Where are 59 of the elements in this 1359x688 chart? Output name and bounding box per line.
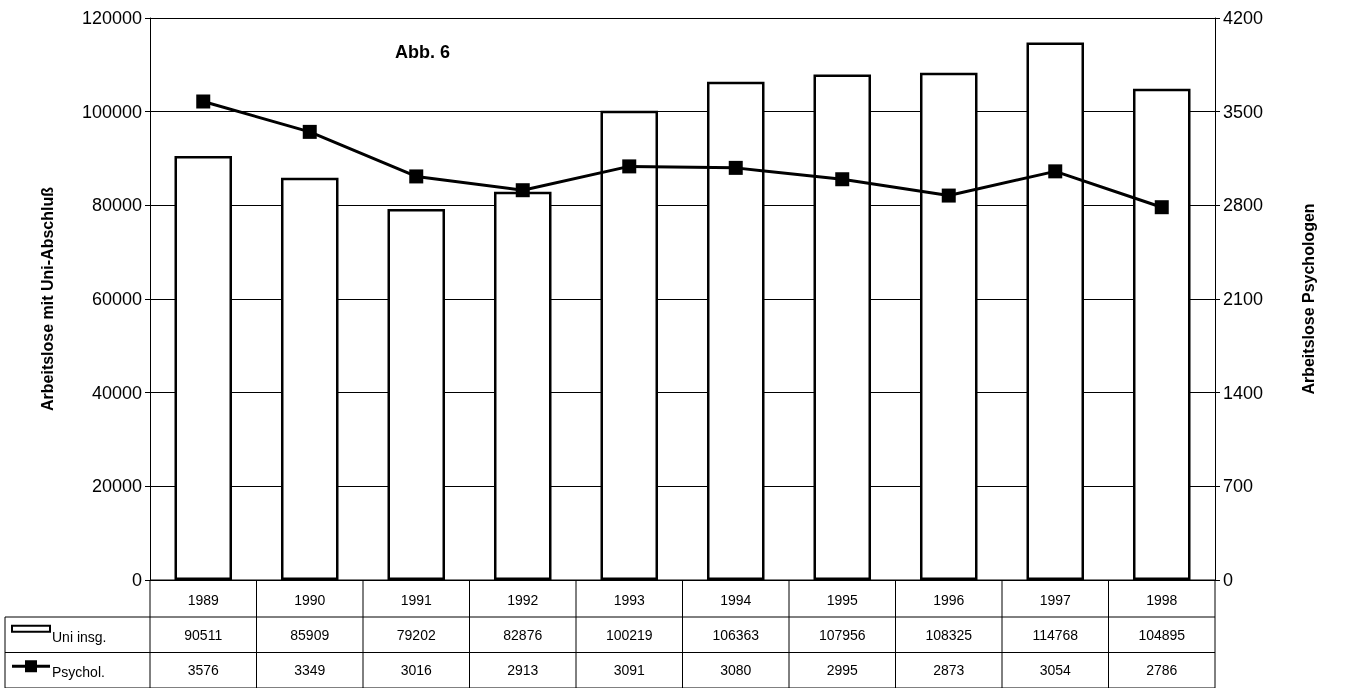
point (941, 188, 956, 203)
point (409, 169, 424, 184)
x-tick-label: 1989 (187, 592, 220, 608)
data-label: 3080 (720, 662, 752, 679)
data-label: 3054 (1039, 662, 1072, 679)
y-tick-label: 80000 (91, 195, 142, 216)
data-label: 85909 (290, 626, 330, 643)
data-label: 2786 (1146, 662, 1178, 679)
y2-tick-label: 700 (1223, 476, 1254, 497)
legend-label: Psychol. (52, 664, 105, 681)
x-tick-label: 1991 (400, 592, 433, 608)
x-tick-label: 1996 (933, 592, 965, 608)
data-label: 3091 (613, 662, 646, 679)
y2-tick-label: 1400 (1223, 382, 1264, 403)
data-label: 3349 (294, 662, 326, 679)
data-label: 90511 (184, 626, 223, 643)
text: Abb. 6 (395, 42, 451, 62)
point (1154, 200, 1169, 215)
y-tick-label: 0 (131, 570, 142, 590)
data-label: 2873 (933, 662, 965, 679)
x-tick-label: 1995 (826, 592, 859, 608)
point (515, 183, 530, 198)
y-tick-label: 100000 (81, 101, 142, 122)
y2-tick-label: 3500 (1223, 101, 1264, 122)
data-label: 107956 (818, 626, 866, 643)
point (728, 160, 743, 175)
data-label: 108325 (925, 626, 973, 643)
x-tick-label: 1990 (294, 592, 326, 608)
y2-tick-label: 2100 (1223, 289, 1264, 309)
point (302, 124, 317, 139)
data-label: 82876 (503, 626, 543, 643)
y2-axis-title: Arbeitslose Psychologen (1299, 203, 1317, 395)
point (622, 159, 637, 174)
x-tick-label: 1993 (613, 592, 646, 608)
y2-tick-label: 0 (1223, 570, 1234, 590)
y-axis-title: Arbeitslose mit Uni-Abschluß (38, 186, 56, 412)
x-tick-label: 1998 (1146, 592, 1178, 608)
y-tick-label: 40000 (91, 382, 142, 403)
y-tick-label: 60000 (91, 289, 142, 309)
data-label: 3016 (400, 662, 433, 679)
point (1048, 164, 1063, 179)
x-tick-label: 1997 (1039, 592, 1072, 608)
data-label: 3576 (187, 662, 220, 679)
point (196, 94, 211, 109)
y2-tick-label: 4200 (1223, 8, 1264, 28)
x-tick-label: 1992 (507, 592, 539, 608)
data-label: 104895 (1138, 626, 1186, 643)
y-tick-label: 120000 (81, 8, 142, 28)
data-label: 2995 (826, 662, 859, 679)
point (835, 172, 850, 187)
legend-label: Uni insg. (52, 628, 107, 645)
data-label: 79202 (396, 626, 436, 643)
data-label: 100219 (605, 626, 653, 643)
data-label: 106363 (712, 626, 760, 643)
x-tick-label: 1994 (720, 592, 752, 608)
data-label: 114768 (1032, 626, 1079, 643)
y-tick-label: 20000 (91, 476, 142, 497)
data-label: 2913 (507, 662, 539, 679)
y2-tick-label: 2800 (1223, 195, 1264, 216)
